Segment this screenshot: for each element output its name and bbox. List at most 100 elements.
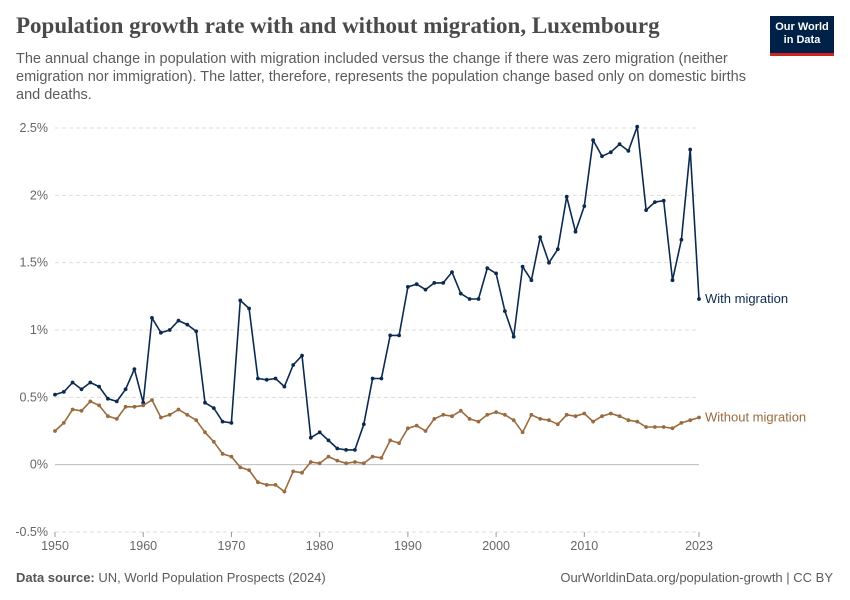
data-point[interactable] — [353, 460, 357, 464]
owid-logo[interactable]: Our World in Data — [770, 16, 834, 56]
data-point[interactable] — [70, 407, 75, 412]
data-point[interactable] — [564, 194, 569, 199]
data-point[interactable] — [176, 407, 181, 412]
data-point[interactable] — [370, 376, 375, 381]
data-point[interactable] — [344, 448, 348, 452]
data-point[interactable] — [211, 406, 216, 410]
data-point[interactable] — [167, 412, 172, 417]
data-point[interactable] — [353, 448, 357, 452]
data-point[interactable] — [335, 458, 340, 463]
data-point[interactable] — [582, 411, 587, 416]
data-point[interactable] — [697, 415, 701, 420]
data-point[interactable] — [141, 400, 146, 405]
data-point[interactable] — [688, 147, 693, 152]
data-point[interactable] — [194, 329, 199, 334]
data-point[interactable] — [529, 278, 534, 283]
data-point[interactable] — [141, 403, 146, 408]
data-point[interactable] — [573, 229, 578, 234]
data-point[interactable] — [97, 384, 101, 389]
data-point[interactable] — [511, 334, 516, 339]
data-point[interactable] — [361, 461, 366, 466]
data-point[interactable] — [467, 417, 472, 421]
data-point[interactable] — [53, 392, 57, 397]
data-point[interactable] — [308, 435, 313, 440]
data-point[interactable] — [494, 271, 498, 276]
data-point[interactable] — [308, 460, 313, 464]
data-point[interactable] — [538, 235, 543, 240]
data-point[interactable] — [326, 438, 331, 443]
data-point[interactable] — [379, 456, 384, 460]
data-point[interactable] — [397, 333, 401, 338]
data-point[interactable] — [432, 281, 437, 285]
data-point[interactable] — [185, 322, 190, 327]
data-point[interactable] — [485, 412, 490, 417]
data-point[interactable] — [670, 426, 675, 431]
data-point[interactable] — [600, 414, 604, 419]
data-point[interactable] — [194, 418, 199, 423]
data-point[interactable] — [132, 367, 137, 371]
data-point[interactable] — [414, 423, 419, 428]
data-point[interactable] — [79, 387, 84, 392]
data-point[interactable] — [176, 318, 181, 323]
data-point[interactable] — [114, 399, 119, 404]
data-point[interactable] — [220, 452, 225, 456]
data-point[interactable] — [520, 430, 525, 435]
data-point[interactable] — [697, 297, 701, 301]
data-point[interactable] — [617, 142, 622, 147]
source-url-link[interactable]: OurWorldinData.org/population-growth | C… — [560, 570, 833, 585]
data-point[interactable] — [264, 483, 269, 487]
data-point[interactable] — [644, 425, 648, 429]
data-point[interactable] — [247, 468, 252, 472]
data-point[interactable] — [573, 414, 578, 419]
data-point[interactable] — [450, 270, 454, 274]
data-point[interactable] — [291, 469, 296, 474]
data-point[interactable] — [300, 470, 304, 475]
data-point[interactable] — [61, 421, 66, 425]
data-point[interactable] — [406, 285, 410, 289]
data-point[interactable] — [123, 404, 128, 409]
data-point[interactable] — [617, 414, 622, 419]
data-point[interactable] — [467, 297, 472, 301]
data-point[interactable] — [123, 387, 128, 392]
data-point[interactable] — [150, 398, 154, 402]
data-point[interactable] — [441, 281, 446, 285]
data-point[interactable] — [203, 430, 207, 435]
data-point[interactable] — [688, 418, 693, 423]
data-point[interactable] — [388, 438, 393, 443]
data-point[interactable] — [273, 376, 278, 381]
data-point[interactable] — [229, 421, 234, 425]
data-point[interactable] — [229, 454, 234, 459]
data-point[interactable] — [106, 396, 110, 401]
data-point[interactable] — [114, 417, 119, 421]
data-point[interactable] — [70, 380, 75, 385]
data-point[interactable] — [273, 483, 278, 487]
data-point[interactable] — [529, 412, 534, 417]
data-point[interactable] — [61, 390, 66, 394]
data-point[interactable] — [670, 278, 675, 283]
data-point[interactable] — [608, 150, 613, 155]
data-point[interactable] — [582, 204, 587, 209]
data-point[interactable] — [564, 412, 569, 417]
data-point[interactable] — [555, 422, 560, 427]
data-point[interactable] — [661, 425, 666, 429]
data-point[interactable] — [264, 377, 269, 382]
data-point[interactable] — [608, 411, 613, 416]
data-point[interactable] — [203, 400, 207, 405]
data-point[interactable] — [555, 247, 560, 252]
data-point[interactable] — [450, 414, 454, 419]
data-point[interactable] — [441, 412, 446, 417]
data-point[interactable] — [600, 154, 604, 159]
data-point[interactable] — [53, 429, 57, 433]
data-point[interactable] — [300, 353, 304, 358]
data-point[interactable] — [503, 309, 507, 313]
data-point[interactable] — [458, 408, 463, 413]
data-point[interactable] — [344, 461, 348, 466]
data-point[interactable] — [238, 465, 243, 470]
data-point[interactable] — [547, 260, 551, 265]
data-point[interactable] — [458, 291, 463, 296]
data-point[interactable] — [591, 419, 595, 424]
data-point[interactable] — [185, 412, 190, 417]
data-point[interactable] — [379, 376, 384, 381]
data-point[interactable] — [211, 439, 216, 444]
data-point[interactable] — [150, 316, 154, 320]
